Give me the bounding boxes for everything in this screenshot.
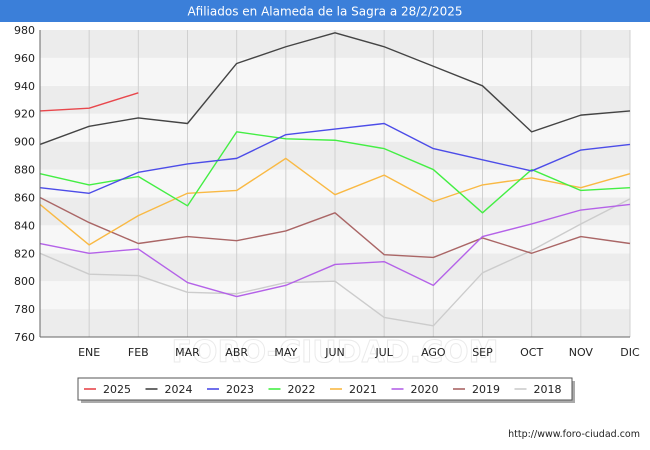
x-tick-label: SEP	[472, 346, 493, 359]
legend: 2025 2024 2023 2022 2021 2020 2019 2018	[77, 377, 575, 403]
legend-label-2023: 2023	[226, 383, 254, 396]
legend-label-2018: 2018	[534, 383, 562, 396]
source-text: http://www.foro-ciudad.com	[508, 429, 640, 440]
x-tick-label: MAR	[175, 346, 200, 359]
series-line-2025	[39, 92, 139, 112]
x-tick-label: JUL	[374, 346, 393, 359]
legend-label-2025: 2025	[103, 383, 131, 396]
legend-box	[77, 377, 573, 401]
series-line-2021	[39, 157, 631, 246]
series-line-2023	[39, 122, 631, 194]
legend-label-2020: 2020	[411, 383, 439, 396]
series-line-2024	[39, 32, 631, 146]
grid-lines	[39, 30, 631, 337]
axes	[39, 30, 630, 338]
x-tick-label: AGO	[421, 346, 446, 359]
y-tick-label: 820	[14, 247, 35, 260]
x-axis-ticks: ENE FEB MAR ABR MAY JUN JUL AGO SEP OCT NOV DIC	[78, 346, 640, 359]
y-tick-label: 860	[14, 191, 35, 204]
y-tick-label: 760	[14, 331, 35, 344]
series-line-2020	[39, 203, 631, 298]
y-tick-label: 840	[14, 219, 35, 232]
legend-label-2019: 2019	[472, 383, 500, 396]
legend-label-2024: 2024	[165, 383, 193, 396]
x-tick-label: OCT	[520, 346, 543, 359]
y-tick-label: 940	[14, 80, 35, 93]
y-tick-label: 980	[14, 24, 35, 37]
series-lines	[39, 32, 631, 327]
series-line-2022	[39, 131, 631, 214]
chart-title: Afiliados en Alameda de la Sagra a 28/2/…	[187, 5, 462, 19]
y-tick-label: 920	[14, 108, 35, 121]
legend-items: 2025 2024 2023 2022 2021 2020 2019 2018	[84, 383, 562, 396]
x-tick-label: ENE	[78, 346, 100, 359]
y-axis-ticks: 760 780 800 820 840 860 880 900 920 940 960 980	[14, 24, 35, 344]
watermark: FORO-CIUDAD.COM	[172, 335, 499, 370]
y-tick-label: 800	[14, 275, 35, 288]
y-tick-label: 960	[14, 52, 35, 65]
x-tick-label: DIC	[620, 346, 640, 359]
series-line-2019	[39, 196, 631, 259]
x-tick-label: ABR	[225, 346, 248, 359]
x-tick-label: MAY	[274, 346, 297, 359]
legend-label-2022: 2022	[288, 383, 316, 396]
legend-label-2021: 2021	[349, 383, 377, 396]
series-line-2018	[39, 198, 631, 327]
y-tick-label: 880	[14, 164, 35, 177]
title-bar	[0, 0, 650, 22]
x-tick-label: NOV	[569, 346, 594, 359]
x-tick-label: JUN	[324, 346, 345, 359]
y-tick-label: 900	[14, 136, 35, 149]
x-tick-label: FEB	[128, 346, 149, 359]
y-tick-label: 780	[14, 303, 35, 316]
